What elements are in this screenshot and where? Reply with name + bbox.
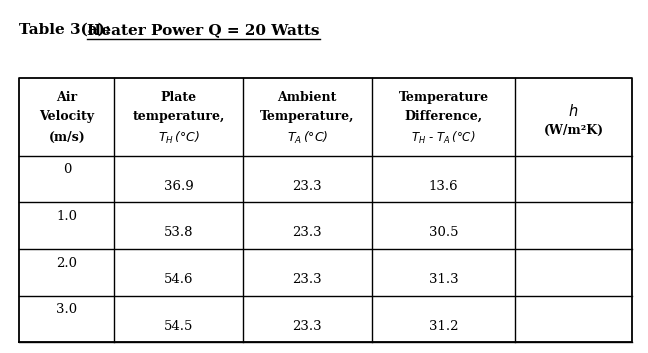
Text: 30.5: 30.5	[429, 226, 458, 239]
Text: (W/m²K): (W/m²K)	[544, 124, 604, 137]
Text: Air: Air	[56, 90, 78, 103]
Text: 3.0: 3.0	[56, 303, 78, 316]
Text: $h$: $h$	[568, 103, 579, 119]
Text: Heater Power Q = 20 Watts: Heater Power Q = 20 Watts	[87, 23, 320, 37]
Text: Ambient: Ambient	[277, 90, 337, 103]
Text: temperature,: temperature,	[132, 110, 225, 123]
Text: 13.6: 13.6	[429, 180, 458, 193]
Text: 53.8: 53.8	[164, 226, 193, 239]
Text: 23.3: 23.3	[292, 226, 322, 239]
Text: $T_H\,$(°C): $T_H\,$(°C)	[157, 130, 200, 145]
Text: 2.0: 2.0	[56, 257, 77, 270]
Text: $T_H$ - $T_A\,$(°C): $T_H$ - $T_A\,$(°C)	[411, 130, 476, 145]
Text: (m/s): (m/s)	[49, 131, 86, 144]
Text: Table 3(a):: Table 3(a):	[19, 23, 121, 37]
Text: 23.3: 23.3	[292, 319, 322, 333]
Text: Plate: Plate	[161, 90, 197, 103]
Text: $T_A\,$(°C): $T_A\,$(°C)	[286, 130, 328, 145]
Text: 23.3: 23.3	[292, 273, 322, 286]
Text: Velocity: Velocity	[40, 110, 95, 123]
Text: 23.3: 23.3	[292, 180, 322, 193]
Text: 31.3: 31.3	[429, 273, 458, 286]
Text: 1.0: 1.0	[56, 210, 77, 223]
Text: Difference,: Difference,	[404, 110, 483, 123]
Text: 36.9: 36.9	[164, 180, 194, 193]
Text: 54.6: 54.6	[164, 273, 193, 286]
Text: 31.2: 31.2	[429, 319, 458, 333]
Text: 0: 0	[63, 163, 71, 176]
Text: Temperature: Temperature	[399, 90, 489, 103]
Text: Temperature,: Temperature,	[260, 110, 354, 123]
Text: 54.5: 54.5	[164, 319, 193, 333]
